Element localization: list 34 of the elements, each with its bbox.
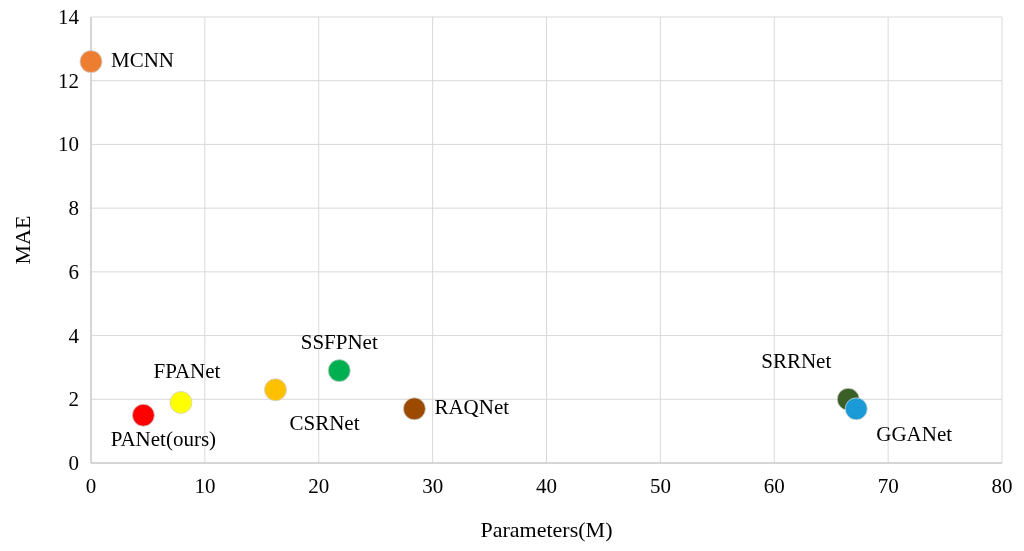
point (131, 403, 155, 427)
y-tick-label: 10 (58, 132, 79, 157)
y-tick-label: 12 (58, 68, 79, 93)
point (264, 378, 287, 402)
x-tick-label: 70 (877, 474, 899, 498)
series-label: FPANet (153, 359, 221, 384)
y-tick-label: 0 (68, 451, 79, 475)
x-tick-label: 20 (308, 474, 330, 498)
point (79, 50, 103, 73)
series-label: PANet(ours) (110, 427, 217, 452)
series-label: SSFPNet (300, 329, 378, 354)
x-tick-label: 50 (649, 474, 671, 498)
x-tick-label: 40 (536, 474, 557, 498)
y-tick-label: 14 (58, 5, 80, 29)
series-label: MCNN (111, 47, 175, 72)
y-axis-title: MAE (10, 215, 35, 265)
x-axis-title: Parameters(M) (480, 517, 613, 542)
x-tick-label: 30 (422, 474, 444, 498)
point (169, 391, 193, 414)
y-tick-label: 8 (68, 196, 79, 221)
series-label: CSRNet (289, 410, 360, 435)
y-tick-label: 4 (68, 323, 80, 348)
point (403, 397, 426, 421)
x-tick-label: 10 (194, 474, 216, 498)
y-tick-label: 6 (68, 259, 79, 284)
series-label: GGANet (876, 421, 953, 446)
series-label: RAQNet (434, 394, 510, 419)
x-tick-label: 0 (85, 474, 97, 498)
series-label: SRRNet (761, 349, 832, 374)
point (327, 359, 351, 382)
point (844, 397, 868, 421)
x-tick-label: 80 (991, 474, 1013, 498)
x-tick-label: 60 (763, 474, 785, 498)
y-tick-label: 2 (68, 387, 79, 412)
